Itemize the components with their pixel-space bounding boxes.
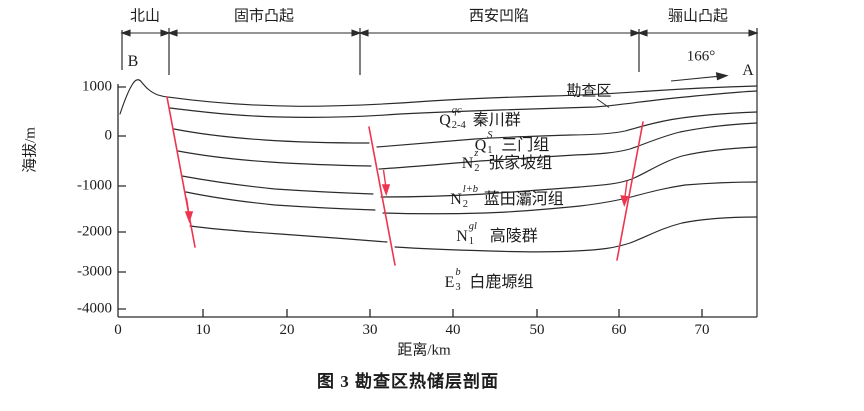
x-tick-label: 70: [694, 322, 710, 338]
section-label-2: 固市凸起: [233, 8, 295, 25]
surface-line: [119, 79, 758, 115]
bearing-label: 166°: [686, 48, 716, 65]
endpoint-label-b: B: [127, 53, 139, 70]
section-dividers: [121, 28, 640, 75]
y-tick-label: -1000: [77, 177, 112, 194]
elevation-axis: [117, 84, 126, 317]
x-axis-title: 距离/km: [397, 342, 451, 359]
fault-line-west: [166, 96, 196, 248]
bearing-arrow: [670, 72, 729, 82]
x-tick-label: 50: [529, 322, 545, 338]
y-tick-label: -4000: [77, 300, 112, 317]
x-tick-label: 40: [445, 322, 461, 338]
y-tick-label: 1000: [82, 78, 112, 95]
survey-area-label: 勘查区: [566, 83, 612, 100]
fault-lines: [166, 96, 644, 266]
section-dimension-arrows: [120, 29, 759, 37]
y-tick-label: 0: [104, 127, 113, 144]
y-tick-label: -2000: [77, 223, 112, 240]
section-label-3: 西安凹陷: [468, 8, 530, 25]
x-tick-label: 20: [279, 322, 295, 338]
distance-axis: [118, 309, 757, 318]
figure-caption: 图 3 勘查区热储层剖面: [317, 372, 499, 391]
endpoint-label-a: A: [742, 62, 754, 79]
fault-line-east: [616, 121, 644, 261]
strata-lines: [119, 79, 758, 253]
section-label-4: 骊山凸起: [667, 8, 729, 25]
fault-line-middle: [368, 126, 396, 266]
section-label-1: 北山: [129, 8, 161, 25]
y-axis-title: 海拔/m: [22, 127, 39, 173]
x-tick-label: 10: [195, 322, 211, 338]
fault-movement-arrows: [184, 169, 629, 224]
x-tick-label: 60: [611, 322, 627, 338]
x-tick-label: 0: [114, 322, 122, 338]
y-tick-label: -3000: [77, 263, 112, 280]
stratum-label-2: Q S 1 三门组: [474, 130, 550, 156]
x-tick-label: 30: [362, 322, 378, 338]
